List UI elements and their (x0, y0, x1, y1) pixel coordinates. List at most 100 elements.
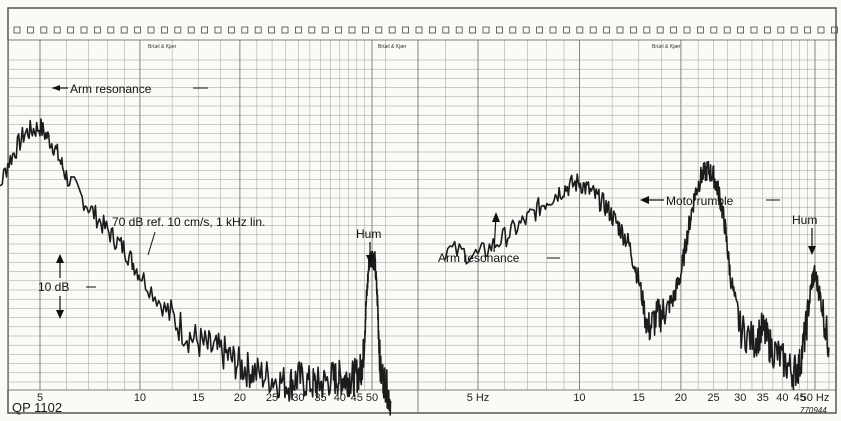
sprocket-hole (817, 26, 825, 34)
motorrumble-arrow (640, 196, 649, 204)
sprocket-hole (616, 26, 624, 34)
brand-right: Brüel & Kjær (652, 44, 681, 50)
sprocket-hole (13, 26, 21, 34)
sprocket-hole (482, 26, 490, 34)
sprocket-hole (53, 26, 61, 34)
x-tick-label: 25 (707, 392, 719, 404)
sprocket-hole (455, 26, 463, 34)
sprocket-hole (254, 26, 262, 34)
sprocket-hole (790, 26, 798, 34)
sprocket-hole (67, 26, 74, 34)
sprocket-hole (509, 26, 517, 34)
sprocket-hole (603, 26, 610, 34)
chart-grid (7, 39, 836, 413)
x-tick-label: 15 (633, 392, 645, 404)
x-tick-label: 40 (776, 392, 788, 404)
annotation-arm-resonance-left: Arm resonance (70, 82, 152, 96)
x-tick-label: 45 (351, 392, 363, 404)
x-tick-label: 35 (757, 392, 769, 404)
brand-left: Brüel & Kjær (148, 44, 177, 50)
sprocket-hole (777, 26, 785, 34)
sprocket-hole (214, 26, 222, 34)
sprocket-hole (107, 26, 115, 34)
sprocket-hole (495, 26, 503, 34)
sprocket-hole (442, 26, 450, 34)
sprocket-hole (201, 26, 209, 34)
sprocket-hole (630, 26, 637, 34)
sprocket-hole (281, 26, 289, 34)
sprocket-hole (174, 26, 182, 34)
sprocket-hole (294, 26, 302, 34)
sprocket-hole (361, 26, 369, 34)
sprocket-hole (643, 26, 651, 34)
x-tick-label: 25 (266, 392, 278, 404)
x-tick-label: 20 (234, 392, 246, 404)
sprocket-hole (804, 26, 811, 34)
sprocket-hole (348, 26, 356, 34)
sprocket-hole (589, 26, 597, 34)
arm-resonance-left-arrow (52, 85, 60, 91)
sprocket-hole (670, 26, 677, 34)
sprocket-hole (549, 26, 557, 34)
sprocket-hole (536, 26, 543, 34)
footer-label-left: QP 1102 (12, 400, 62, 415)
sprocket-hole (94, 26, 101, 34)
10db-arrow-down (56, 310, 64, 319)
x-tick-label: 40 (334, 392, 346, 404)
sprocket-hole (335, 26, 343, 34)
sprocket-hole (241, 26, 249, 34)
x-tick-label: 50 (366, 392, 378, 404)
x-tick-label: 30 (734, 392, 746, 404)
annotation-reference: 70 dB ref. 10 cm/s, 1 kHz lin. (112, 215, 265, 229)
sprocket-row (13, 26, 838, 34)
sprocket-hole (187, 26, 195, 34)
x-tick-label: 5 Hz (467, 392, 490, 404)
annotations-left: Arm resonance 70 dB ref. 10 cm/s, 1 kHz … (38, 82, 381, 319)
sprocket-hole (227, 26, 235, 34)
sprocket-hole (321, 26, 329, 34)
sprocket-hole (469, 26, 477, 34)
sprocket-hole (764, 26, 771, 34)
sprocket-hole (656, 26, 664, 34)
annotation-10db: 10 dB (38, 280, 69, 294)
sprocket-hole (134, 26, 142, 34)
x-tick-label: 35 (314, 392, 326, 404)
footer-label-right: 770944 (800, 406, 827, 415)
sprocket-hole (522, 26, 530, 34)
reference-leader (147, 231, 156, 256)
sprocket-hole (750, 26, 758, 34)
sprocket-hole (375, 26, 383, 34)
sprocket-hole (428, 26, 436, 34)
sprocket-hole (147, 26, 155, 34)
x-tick-label: 10 (134, 392, 146, 404)
hum-right-arrow (808, 246, 816, 255)
sprocket-hole (563, 26, 570, 34)
x-tick-label: 15 (192, 392, 204, 404)
x-tick-label: 50 Hz (801, 392, 830, 404)
series-trace-panel-2 (444, 161, 830, 391)
10db-arrow-up (56, 254, 64, 263)
x-tick-labels: 5 10 15 20 25 30 35 40 45 50 5 Hz 10 15 20 25 30 35 40 455… (37, 392, 829, 404)
sprocket-hole (831, 26, 838, 34)
sprocket-hole (308, 26, 316, 34)
brand-mid: Brüel & Kjær (378, 44, 407, 50)
sprocket-hole (415, 26, 423, 34)
sprocket-hole (80, 26, 88, 34)
sprocket-hole (697, 26, 704, 34)
sprocket-hole (388, 26, 396, 34)
annotation-arm-resonance-right: Arm resonance (438, 251, 520, 265)
sprocket-hole (576, 26, 584, 34)
sprocket-hole (268, 26, 276, 34)
x-tick-label: 30 (292, 392, 304, 404)
sprocket-hole (40, 26, 48, 34)
hum-left-arrow (366, 255, 374, 264)
x-tick-label: 45 (793, 392, 805, 404)
x-tick-label: 5 (37, 392, 43, 404)
sprocket-hole (120, 26, 128, 34)
sprocket-hole (737, 26, 744, 34)
sprocket-hole (160, 26, 168, 34)
paper-background (7, 7, 837, 414)
annotation-hum-left: Hum (356, 227, 381, 241)
